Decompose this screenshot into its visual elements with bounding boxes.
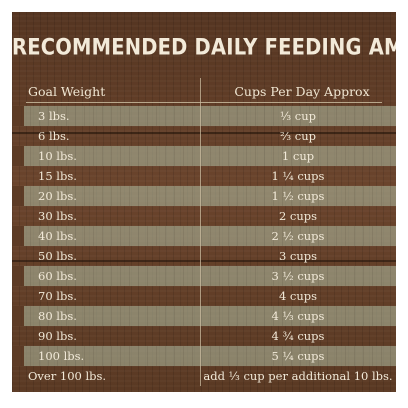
- cups-cell: 3 cups: [278, 249, 318, 263]
- table-row: 6 lbs. ⅔ cup: [12, 126, 396, 146]
- goal-weight-cell: 80 lbs.: [38, 309, 77, 323]
- table-row: 20 lbs. 1 ½ cups: [12, 186, 396, 206]
- goal-weight-cell: 50 lbs.: [38, 249, 77, 263]
- goal-weight-cell: 20 lbs.: [38, 189, 77, 203]
- cups-cell: ⅔ cup: [279, 129, 316, 143]
- goal-weight-cell: 60 lbs.: [38, 269, 77, 283]
- goal-weight-cell: 6 lbs.: [38, 129, 70, 143]
- cups-cell: 4 ⅓ cups: [271, 309, 325, 323]
- cups-cell: 4 ¾ cups: [271, 329, 325, 343]
- table-row: 10 lbs. 1 cup: [12, 146, 396, 166]
- goal-weight-cell: 15 lbs.: [38, 169, 77, 183]
- cups-cell: 1 ¼ cups: [271, 169, 325, 183]
- column-divider: [200, 78, 201, 386]
- goal-weight-cell: 3 lbs.: [38, 109, 70, 123]
- wood-plank-seam: [12, 260, 396, 262]
- table-row: 40 lbs. 2 ½ cups: [12, 226, 396, 246]
- table-row: 50 lbs. 3 cups: [12, 246, 396, 266]
- cups-cell: 3 ½ cups: [271, 269, 325, 283]
- cups-cell: 1 cup: [281, 149, 315, 163]
- table-row: 15 lbs. 1 ¼ cups: [12, 166, 396, 186]
- feeding-table: 3 lbs. ⅓ cup 6 lbs. ⅔ cup 10 lbs. 1 cup …: [12, 106, 396, 386]
- goal-weight-cell: 100 lbs.: [38, 349, 85, 363]
- cups-cell: 1 ½ cups: [271, 189, 325, 203]
- header-divider: [26, 102, 382, 103]
- goal-weight-header: Goal Weight: [28, 84, 106, 99]
- cups-cell: 2 ½ cups: [271, 229, 325, 243]
- goal-weight-cell: Over 100 lbs.: [28, 369, 107, 383]
- goal-weight-cell: 40 lbs.: [38, 229, 77, 243]
- wood-plank-seam: [12, 132, 396, 134]
- cups-cell: ⅓ cup: [279, 109, 316, 123]
- cups-cell: 2 cups: [278, 209, 318, 223]
- goal-weight-cell: 10 lbs.: [38, 149, 77, 163]
- cups-cell: 4 cups: [278, 289, 318, 303]
- table-row: 30 lbs. 2 cups: [12, 206, 396, 226]
- table-row: 70 lbs. 4 cups: [12, 286, 396, 306]
- table-row: 90 lbs. 4 ¾ cups: [12, 326, 396, 346]
- table-row: 60 lbs. 3 ½ cups: [12, 266, 396, 286]
- cups-cell: add ⅓ cup per additional 10 lbs.: [203, 369, 393, 383]
- goal-weight-cell: 90 lbs.: [38, 329, 77, 343]
- table-row: 100 lbs. 5 ¼ cups: [12, 346, 396, 366]
- cups-per-day-header: Cups Per Day Approx: [234, 84, 370, 99]
- goal-weight-cell: 70 lbs.: [38, 289, 77, 303]
- chart-title: RECOMMENDED DAILY FEEDING AMOUNTS:: [12, 34, 396, 61]
- cups-cell: 5 ¼ cups: [271, 349, 325, 363]
- goal-weight-cell: 30 lbs.: [38, 209, 77, 223]
- feeding-chart-board: RECOMMENDED DAILY FEEDING AMOUNTS: Goal …: [12, 12, 396, 392]
- table-row: Over 100 lbs. add ⅓ cup per additional 1…: [12, 366, 396, 386]
- table-row: 80 lbs. 4 ⅓ cups: [12, 306, 396, 326]
- table-row: 3 lbs. ⅓ cup: [12, 106, 396, 126]
